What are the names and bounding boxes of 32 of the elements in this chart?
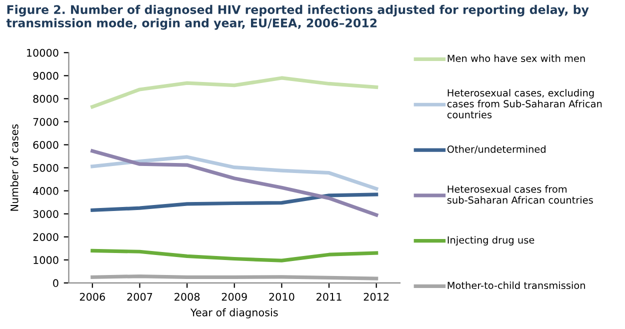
line-series xyxy=(90,248,378,262)
legend-label: Mother-to-child transmission xyxy=(448,282,585,290)
line-series xyxy=(90,76,378,109)
line-series xyxy=(90,149,378,217)
x-tick-label: 2012 xyxy=(364,292,389,301)
x-tick-label: 2006 xyxy=(80,292,106,301)
line-series xyxy=(90,155,378,191)
x-axis-title: Year of diagnosis xyxy=(190,308,278,318)
legend-label: Heterosexual cases, excluding cases from Sub-Saharan African countries xyxy=(447,89,602,118)
y-tick-label: 10000 xyxy=(27,48,58,57)
y-tick-label: 3000 xyxy=(33,210,58,218)
chart-title: Figure 2. Number of diagnosed HIV reported infections adjusted for reporting delay, by transmission mode, origin and year, EU/EEA, 2006–2012 xyxy=(6,4,589,30)
x-tick-label: 2008 xyxy=(174,292,200,301)
x-tick-label: 2010 xyxy=(269,292,294,301)
y-tick-label: 8000 xyxy=(33,94,58,103)
y-tick-label: 9000 xyxy=(33,72,58,80)
legend-label: Other/undetermined xyxy=(447,145,546,154)
y-tick-label: 1000 xyxy=(34,256,58,264)
x-tick-label: 2011 xyxy=(316,292,342,301)
y-tick-label: 7000 xyxy=(33,118,58,126)
y-axis-title: Number of cases xyxy=(10,124,18,211)
legend-label: Men who have sex with men xyxy=(448,54,585,62)
line-series xyxy=(90,192,378,212)
y-tick-label: 6000 xyxy=(33,140,58,149)
x-tick-label: 2009 xyxy=(222,292,247,301)
legend-label: Heterosexual cases from sub-Saharan African countries xyxy=(447,185,593,204)
y-tick-label: 5000 xyxy=(33,164,58,172)
y-tick-label: 0 xyxy=(53,279,58,288)
x-tick-label: 2007 xyxy=(127,292,152,301)
y-tick-label: 2000 xyxy=(33,233,58,241)
y-tick-label: 4000 xyxy=(33,187,58,195)
legend-label: Injecting drug use xyxy=(448,236,534,246)
